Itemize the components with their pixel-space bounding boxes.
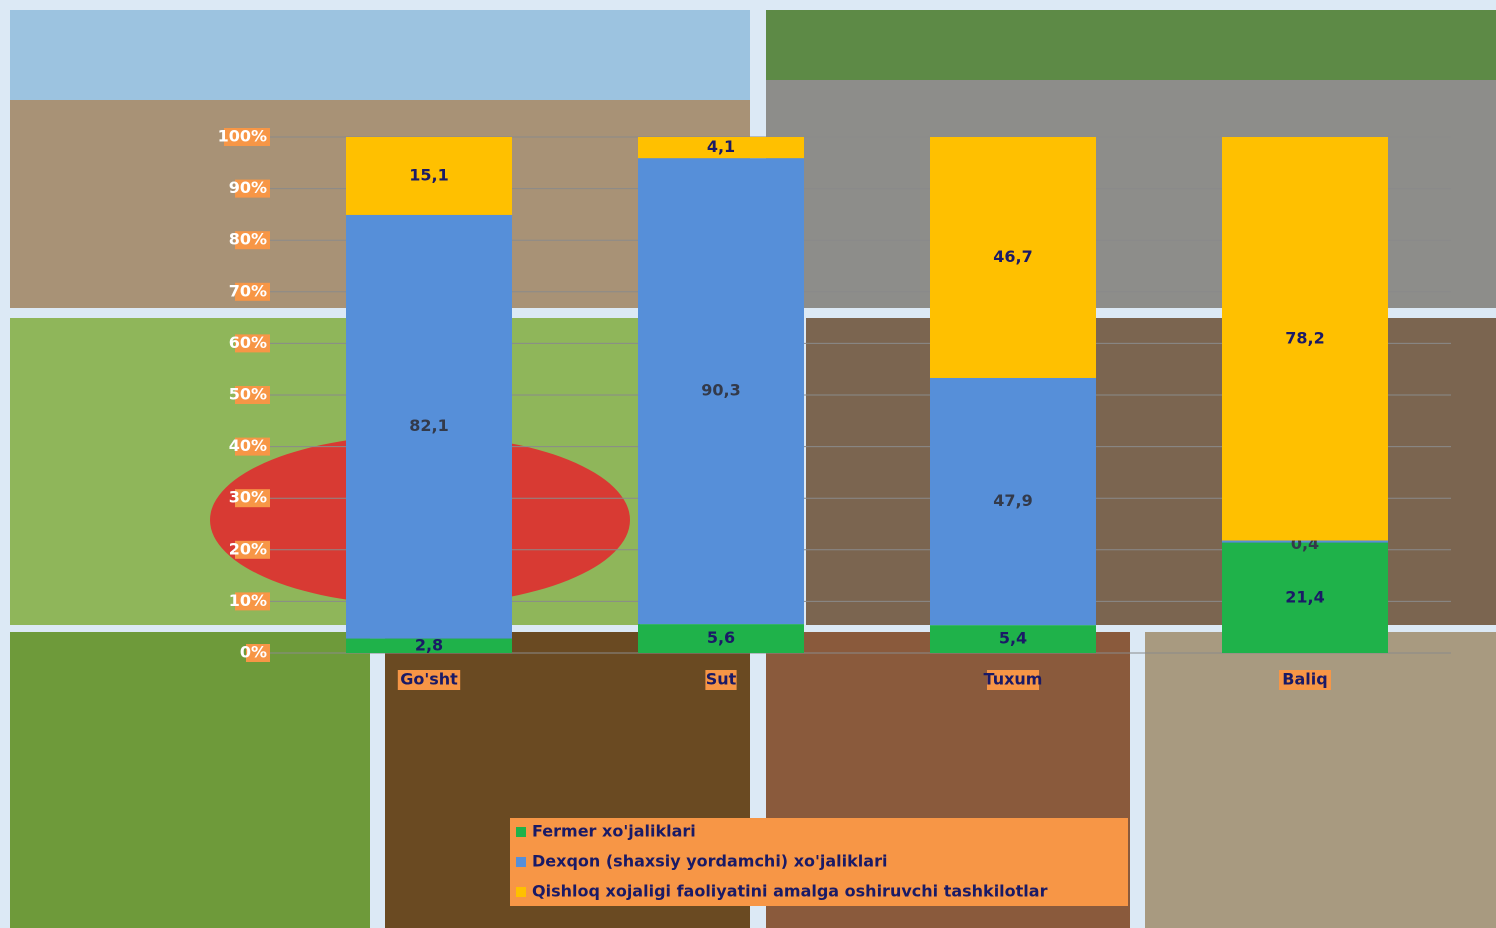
x-tick-label-background	[1279, 670, 1331, 690]
bar-segment	[638, 624, 804, 653]
legend-background	[510, 818, 1128, 906]
y-tick-label: 90%	[229, 178, 267, 197]
photo-hedge	[766, 10, 1496, 80]
data-label: 46,7	[993, 247, 1032, 266]
x-tick-label: Baliq	[1282, 670, 1327, 689]
bar-segment	[930, 625, 1096, 653]
data-label: 15,1	[409, 165, 448, 184]
y-tick-label-background	[235, 231, 270, 250]
bar-segment	[638, 137, 804, 159]
x-tick-label: Sut	[706, 670, 737, 689]
legend-entry: Dexqon (shaxsiy yordamchi) xo'jaliklari	[532, 852, 887, 871]
photo-cattle	[806, 318, 1496, 625]
y-tick-label: 50%	[229, 385, 267, 404]
data-label: 78,2	[1285, 328, 1324, 347]
data-label: 5,6	[707, 628, 735, 647]
bar-segment	[930, 137, 1096, 378]
y-tick-label: 10%	[229, 591, 267, 610]
bar-segment	[1222, 542, 1388, 653]
data-label: 21,4	[1285, 587, 1324, 606]
y-tick-label-background	[235, 437, 270, 456]
y-tick-label: 20%	[229, 539, 267, 558]
y-tick-label-background	[235, 386, 270, 404]
y-tick-label-background	[235, 334, 270, 353]
bar-segment	[1222, 540, 1388, 543]
bar-segment	[1222, 137, 1388, 541]
photo-corn	[10, 632, 370, 928]
photo-sky	[10, 10, 750, 100]
x-tick-label-background	[397, 670, 461, 690]
data-label: 5,4	[999, 629, 1027, 648]
x-tick-label: Tuxum	[984, 670, 1043, 689]
y-tick-label-background	[235, 179, 270, 198]
data-label: 2,8	[415, 635, 443, 654]
y-tick-label-background	[235, 592, 270, 611]
y-tick-label: 40%	[229, 436, 267, 455]
bar-segment	[930, 377, 1096, 626]
bar-segment	[638, 158, 804, 625]
y-tick-label: 70%	[229, 281, 267, 300]
y-tick-label-background	[235, 540, 270, 559]
bar-segment	[346, 638, 512, 653]
legend-entry: Qishloq xojaligi faoliyatini amalga oshi…	[532, 882, 1048, 901]
y-tick-label-background	[224, 128, 270, 146]
bar-segment	[346, 137, 512, 215]
y-tick-label: 30%	[229, 488, 267, 507]
bar-segment	[346, 214, 512, 639]
y-tick-label: 0%	[240, 643, 267, 662]
y-tick-label: 80%	[229, 230, 267, 249]
data-label: 4,1	[707, 137, 735, 156]
y-tick-label-background	[235, 282, 270, 301]
legend-swatch	[516, 857, 526, 867]
legend-swatch	[516, 827, 526, 837]
y-tick-label: 100%	[218, 127, 267, 146]
x-tick-label: Go'sht	[400, 670, 458, 689]
x-tick-label-background	[705, 670, 737, 690]
legend-entry: Fermer xo'jaliklari	[532, 822, 696, 841]
y-tick-label: 60%	[229, 333, 267, 352]
data-label: 47,9	[993, 491, 1032, 510]
y-tick-label-background	[246, 644, 270, 662]
data-label: 82,1	[409, 416, 448, 435]
y-tick-label-background	[235, 489, 270, 508]
legend-swatch	[516, 887, 526, 897]
x-tick-label-background	[987, 670, 1039, 690]
data-label: 90,3	[701, 381, 740, 400]
